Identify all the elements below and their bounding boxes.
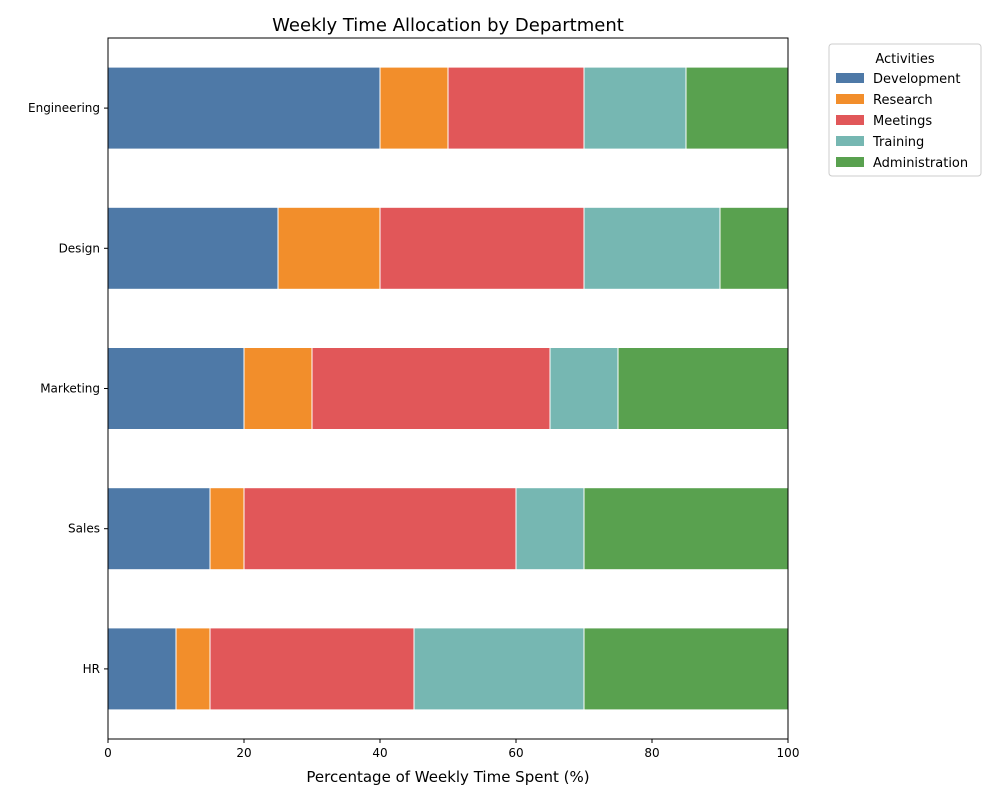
legend-title: Activities [875,52,935,67]
bar-engineering-research [379,66,449,150]
legend-swatch-research [836,94,864,104]
y-tick-label: HR [83,662,100,676]
bar-hr-development [107,627,177,711]
x-tick-label: 0 [104,746,112,760]
bar-engineering-development [107,66,381,150]
bar-hr-administration [583,627,789,711]
bar-sales-administration [583,487,789,571]
bar-hr-meetings [209,627,415,711]
legend: Activities Development Research Meetings Tra… [828,43,982,177]
y-tick-label: Marketing [40,382,100,396]
bar-marketing-development [107,347,245,430]
x-tick-label: 60 [508,746,523,760]
x-tick-label: 20 [236,746,251,760]
y-tick-label: Engineering [28,101,100,115]
legend-label-meetings: Meetings [873,114,932,129]
y-tick-label: Design [59,241,100,255]
bar-design-administration [719,206,789,290]
bar-sales-development [107,487,211,571]
bar-hr-research [175,627,211,711]
legend-label-training: Training [872,135,924,150]
bar-sales-meetings [243,487,517,571]
y-tick-label: Sales [68,522,100,536]
bar-design-research [277,206,381,290]
bar-design-development [107,206,279,290]
bar-sales-research [209,487,245,571]
x-tick-label: 40 [372,746,387,760]
chart-title: Weekly Time Allocation by Department [272,15,624,36]
legend-box [828,43,982,177]
bar-sales-training [515,487,585,571]
bar-marketing-training [549,347,619,430]
x-axis-label: Percentage of Weekly Time Spent (%) [306,768,589,786]
axes-layer: 0 20 40 60 80 100 Engineering Design Marketing Sa… [28,37,800,760]
bar-design-training [583,206,721,290]
bar-hr-training [413,627,585,711]
bar-engineering-training [583,66,687,150]
legend-swatch-training [836,136,864,146]
bars-layer [107,66,789,711]
bar-marketing-research [243,347,313,430]
legend-label-research: Research [873,93,933,108]
x-tick-label: 80 [644,746,659,760]
bar-engineering-meetings [447,66,585,150]
bar-marketing-meetings [311,347,551,430]
bar-marketing-administration [617,347,789,430]
bar-engineering-administration [685,66,789,150]
legend-swatch-administration [836,157,864,167]
legend-swatch-development [836,73,864,83]
legend-swatch-meetings [836,115,864,125]
legend-label-development: Development [873,72,961,87]
bar-design-meetings [379,206,585,290]
x-tick-label: 100 [777,746,800,760]
legend-label-administration: Administration [873,156,968,171]
